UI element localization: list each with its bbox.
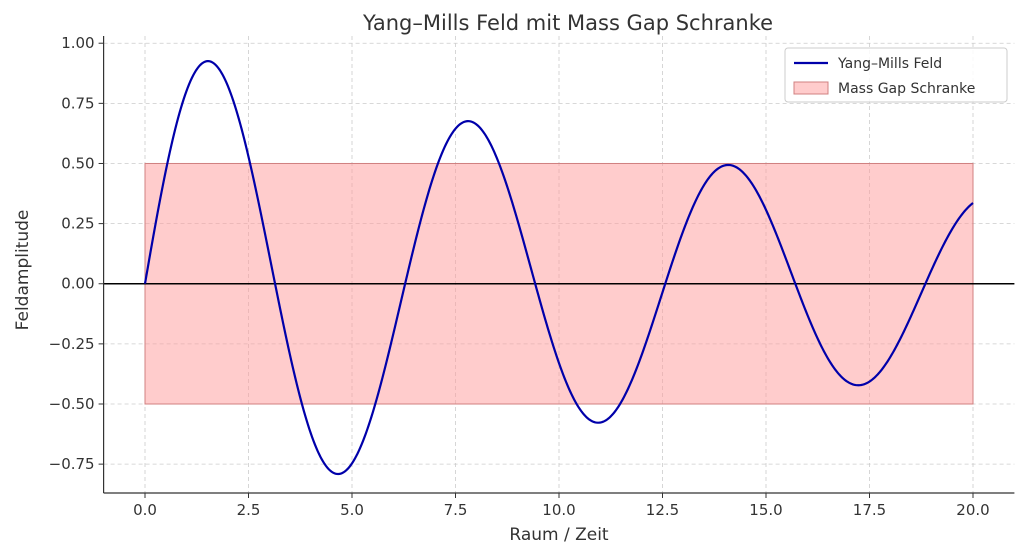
y-tick-label: 0.50 (61, 154, 94, 172)
x-tick-label: 10.0 (542, 501, 575, 519)
x-tick-label: 12.5 (646, 501, 679, 519)
legend-label-band: Mass Gap Schranke (838, 81, 975, 97)
y-tick-label: −0.50 (49, 395, 95, 413)
x-tick-label: 20.0 (956, 501, 989, 519)
y-tick-label: −0.25 (49, 335, 95, 353)
y-tick-label: 1.00 (61, 34, 94, 52)
y-tick-label: 0.75 (61, 94, 94, 112)
legend-band-swatch (793, 81, 829, 95)
y-axis-label: Feldamplitude (13, 210, 33, 331)
y-tick-label: −0.75 (49, 455, 95, 473)
y-ticks: 1.00 0.75 0.50 0.25 0.00 −0.25 −0.50 −0.75 (49, 34, 104, 473)
x-ticks: 0.0 2.5 5.0 7.5 10.0 12.5 15.0 17.5 20.0 (133, 493, 990, 519)
chart-title: Yang–Mills Feld mit Mass Gap Schranke (362, 11, 773, 35)
y-tick-label: 0.25 (61, 215, 94, 233)
x-tick-label: 17.5 (853, 501, 886, 519)
x-tick-label: 5.0 (340, 501, 364, 519)
x-tick-label: 15.0 (749, 501, 782, 519)
x-axis-label: Raum / Zeit (509, 525, 609, 545)
x-tick-label: 0.0 (133, 501, 157, 519)
x-tick-label: 2.5 (237, 501, 261, 519)
series-yang-mills-line (143, 60, 974, 476)
x-tick-label: 7.5 (444, 501, 468, 519)
legend: Yang–Mills Feld Mass Gap Schranke (784, 47, 1008, 103)
y-tick-label: 0.00 (61, 275, 94, 293)
legend-label-series: Yang–Mills Feld (837, 56, 942, 72)
